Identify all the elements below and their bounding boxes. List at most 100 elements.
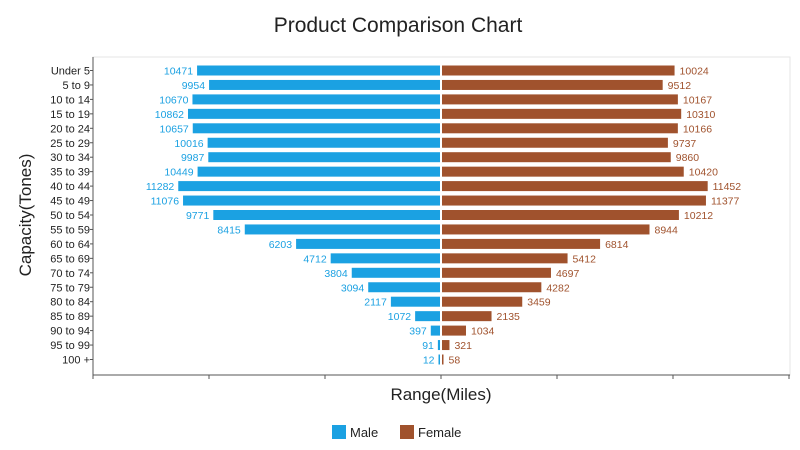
category-label-60-to-64: 60 to 64	[50, 239, 90, 251]
value-label-female-85-to-89: 2135	[497, 311, 521, 323]
bar-male-45-to-49[interactable]	[183, 195, 440, 206]
bar-female-45-to-49[interactable]	[442, 195, 706, 206]
bar-female-90-to-94[interactable]	[442, 325, 466, 336]
value-label-male-35-to-39: 10449	[164, 167, 193, 179]
x-axis-ticks	[92, 375, 790, 379]
value-label-female-50-to-54: 10212	[684, 210, 713, 222]
category-label-5-to-9: 5 to 9	[62, 80, 90, 92]
category-label-95-to-99: 95 to 99	[50, 340, 90, 352]
bar-female-25-to-29[interactable]	[442, 137, 668, 148]
value-label-male-25-to-29: 10016	[174, 138, 203, 150]
category-label-25-to-29: 25 to 29	[50, 138, 90, 150]
bar-male-5-to-9[interactable]	[209, 79, 440, 90]
legend-label-female: Female	[418, 425, 461, 440]
bar-male-95-to-99[interactable]	[437, 340, 440, 351]
value-label-male-85-to-89: 1072	[388, 311, 412, 323]
category-label-15-to-19: 15 to 19	[50, 109, 90, 121]
bar-male-100[interactable]	[438, 354, 441, 365]
bar-male-70-to-74[interactable]	[351, 267, 440, 278]
category-label-100: 100 +	[62, 355, 90, 367]
bar-male-90-to-94[interactable]	[430, 325, 440, 336]
bar-male-55-to-59[interactable]	[244, 224, 440, 235]
value-label-male-under-5: 10471	[164, 66, 193, 78]
bar-male-under-5[interactable]	[197, 65, 440, 76]
bar-male-25-to-29[interactable]	[207, 137, 440, 148]
bar-male-50-to-54[interactable]	[213, 210, 440, 220]
legend-swatch-female	[400, 425, 414, 439]
bars-group	[178, 65, 708, 365]
legend-item-female[interactable]: Female	[400, 425, 461, 440]
value-label-male-100: 12	[423, 355, 435, 367]
bar-male-60-to-64[interactable]	[296, 238, 440, 249]
bar-female-65-to-69[interactable]	[442, 253, 568, 264]
y-axis-ticks	[90, 70, 93, 360]
category-label-40-to-44: 40 to 44	[50, 181, 90, 193]
bar-female-80-to-84[interactable]	[442, 296, 523, 307]
value-label-female-10-to-14: 10167	[683, 94, 712, 106]
value-label-female-95-to-99: 321	[454, 340, 472, 352]
bar-male-65-to-69[interactable]	[330, 253, 440, 264]
category-label-30-to-34: 30 to 34	[50, 152, 90, 164]
value-label-female-25-to-29: 9737	[673, 138, 697, 150]
value-label-female-55-to-59: 8944	[655, 224, 679, 236]
value-label-female-15-to-19: 10310	[686, 109, 715, 121]
bar-female-95-to-99[interactable]	[442, 340, 450, 351]
bar-male-15-to-19[interactable]	[188, 108, 440, 119]
bar-female-20-to-24[interactable]	[442, 123, 678, 134]
value-label-male-80-to-84: 2117	[364, 297, 387, 309]
value-label-male-40-to-44: 11282	[146, 181, 175, 193]
bar-female-55-to-59[interactable]	[442, 224, 650, 235]
value-label-male-15-to-19: 10862	[155, 109, 184, 121]
bar-male-20-to-24[interactable]	[192, 123, 440, 134]
value-label-female-45-to-49: 11377	[711, 196, 740, 208]
value-label-female-65-to-69: 5412	[573, 253, 597, 265]
bar-female-50-to-54[interactable]	[442, 210, 679, 220]
category-label-35-to-39: 35 to 39	[50, 167, 90, 179]
bar-female-100[interactable]	[442, 354, 444, 365]
bar-female-30-to-34[interactable]	[442, 152, 671, 163]
bar-female-60-to-64[interactable]	[442, 238, 601, 249]
value-label-female-40-to-44: 11452	[713, 181, 742, 193]
value-label-female-30-to-34: 9860	[676, 152, 700, 164]
bar-female-15-to-19[interactable]	[442, 108, 682, 119]
bar-female-under-5[interactable]	[442, 65, 675, 76]
bar-male-40-to-44[interactable]	[178, 181, 440, 192]
value-labels: 10471 10024 9954 9512 10670 10167 10862 10310 10…	[146, 66, 741, 367]
bar-female-40-to-44[interactable]	[442, 181, 708, 192]
legend-item-male[interactable]: Male	[332, 425, 378, 440]
bar-female-70-to-74[interactable]	[442, 267, 551, 278]
bar-male-85-to-89[interactable]	[415, 311, 440, 322]
value-label-male-95-to-99: 91	[422, 340, 434, 352]
value-label-male-45-to-49: 11076	[151, 196, 180, 208]
bar-male-35-to-39[interactable]	[197, 166, 440, 177]
legend-label-male: Male	[350, 425, 378, 440]
value-label-female-under-5: 10024	[680, 66, 709, 78]
bar-female-75-to-79[interactable]	[442, 282, 542, 293]
value-label-female-60-to-64: 6814	[605, 239, 629, 251]
bar-male-80-to-84[interactable]	[390, 296, 440, 307]
value-label-male-60-to-64: 6203	[269, 239, 293, 251]
bar-female-85-to-89[interactable]	[442, 311, 492, 322]
value-label-male-10-to-14: 10670	[159, 94, 188, 106]
bar-male-75-to-79[interactable]	[368, 282, 440, 293]
category-label-45-to-49: 45 to 49	[50, 196, 90, 208]
value-label-male-20-to-24: 10657	[160, 123, 189, 135]
value-label-male-5-to-9: 9954	[182, 80, 206, 92]
value-label-female-35-to-39: 10420	[689, 167, 718, 179]
legend: Male Female	[332, 425, 461, 440]
bar-male-30-to-34[interactable]	[208, 152, 440, 163]
value-label-female-75-to-79: 4282	[546, 282, 570, 294]
category-labels: Under 5 5 to 9 10 to 14 15 to 19 20 to 24 25 …	[50, 66, 90, 367]
bar-female-5-to-9[interactable]	[442, 79, 663, 90]
bar-female-35-to-39[interactable]	[442, 166, 684, 177]
bar-female-10-to-14[interactable]	[442, 94, 678, 105]
value-label-female-20-to-24: 10166	[683, 123, 712, 135]
value-label-male-75-to-79: 3094	[341, 282, 365, 294]
bar-male-10-to-14[interactable]	[192, 94, 440, 105]
value-label-female-100: 58	[449, 355, 461, 367]
value-label-male-50-to-54: 9771	[186, 210, 210, 222]
value-label-male-65-to-69: 4712	[303, 253, 327, 265]
value-label-male-90-to-94: 397	[409, 326, 427, 338]
y-axis-title: Capacity(Tones)	[16, 154, 35, 277]
